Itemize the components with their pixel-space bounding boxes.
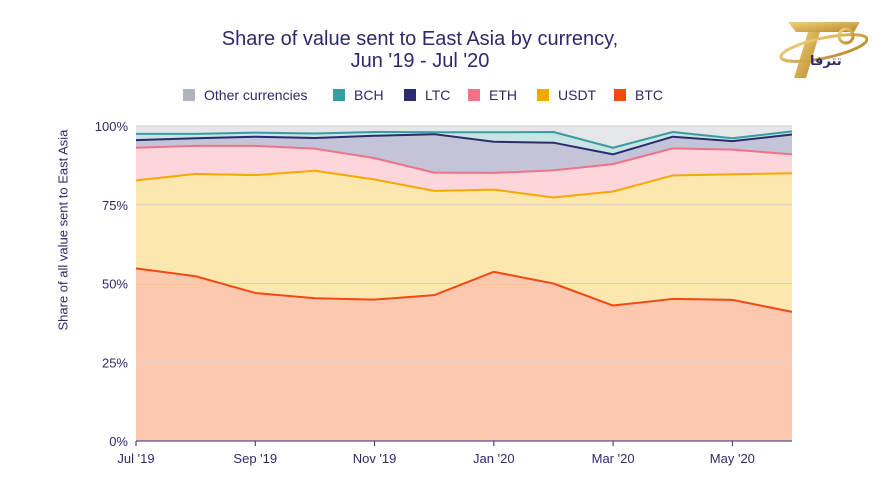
logo-text: تترفا <box>810 54 842 69</box>
legend-label-other: Other currencies <box>204 87 308 103</box>
legend-item-other: Other currencies <box>183 87 307 103</box>
line-usdt <box>135 169 793 199</box>
legend-item-eth: ETH <box>468 87 517 103</box>
legend-swatch-usdt <box>537 89 549 101</box>
legend-label-usdt: USDT <box>558 87 597 103</box>
legend-swatch-other <box>183 89 195 101</box>
chart-title-line1: Share of value sent to East Asia by curr… <box>221 28 619 50</box>
y-tick-label: 75% <box>102 198 128 213</box>
y-tick-label: 0% <box>109 434 128 449</box>
chart-series-lines <box>135 130 793 313</box>
x-tick-label: Jan '20 <box>473 451 515 466</box>
legend-label-eth: ETH <box>489 87 517 103</box>
legend-item-bch: BCH <box>333 87 384 103</box>
x-tick-label: Mar '20 <box>592 451 635 466</box>
x-tick-label: May '20 <box>710 451 755 466</box>
y-tick-label: 100% <box>95 119 129 134</box>
legend-swatch-btc <box>614 89 626 101</box>
line-bch <box>136 130 793 149</box>
area-btc <box>136 268 792 441</box>
tetherfa-logo-icon <box>779 22 868 78</box>
x-tick-label: Nov '19 <box>353 451 397 466</box>
x-tick-label: Sep '19 <box>233 451 277 466</box>
chart-subtitle: Jun '19 - Jul '20 <box>350 50 490 72</box>
line-ltc <box>135 133 793 156</box>
chart-title: Share of value sent to East Asia by curr… <box>160 28 680 72</box>
y-tick-label: 25% <box>102 355 128 370</box>
line-btc <box>135 267 793 313</box>
legend-swatch-eth <box>468 89 480 101</box>
y-tick-label: 50% <box>102 277 128 292</box>
line-eth <box>135 144 793 174</box>
legend-item-usdt: USDT <box>537 87 596 103</box>
chart-legend: Other currencies BCH LTC ETH USDT BTC <box>0 87 880 107</box>
legend-item-btc: BTC <box>614 87 663 103</box>
legend-swatch-bch <box>333 89 345 101</box>
legend-label-btc: BTC <box>635 87 663 103</box>
legend-label-ltc: LTC <box>425 87 451 103</box>
x-tick-label: Jul '19 <box>117 451 154 466</box>
legend-label-bch: BCH <box>354 87 384 103</box>
chart-axes: 0% 25% 50% 75% 100% Jul '19 Sep '19 Nov '19 Jan … <box>95 119 792 466</box>
legend-swatch-ltc <box>404 89 416 101</box>
legend-item-ltc: LTC <box>404 87 450 103</box>
